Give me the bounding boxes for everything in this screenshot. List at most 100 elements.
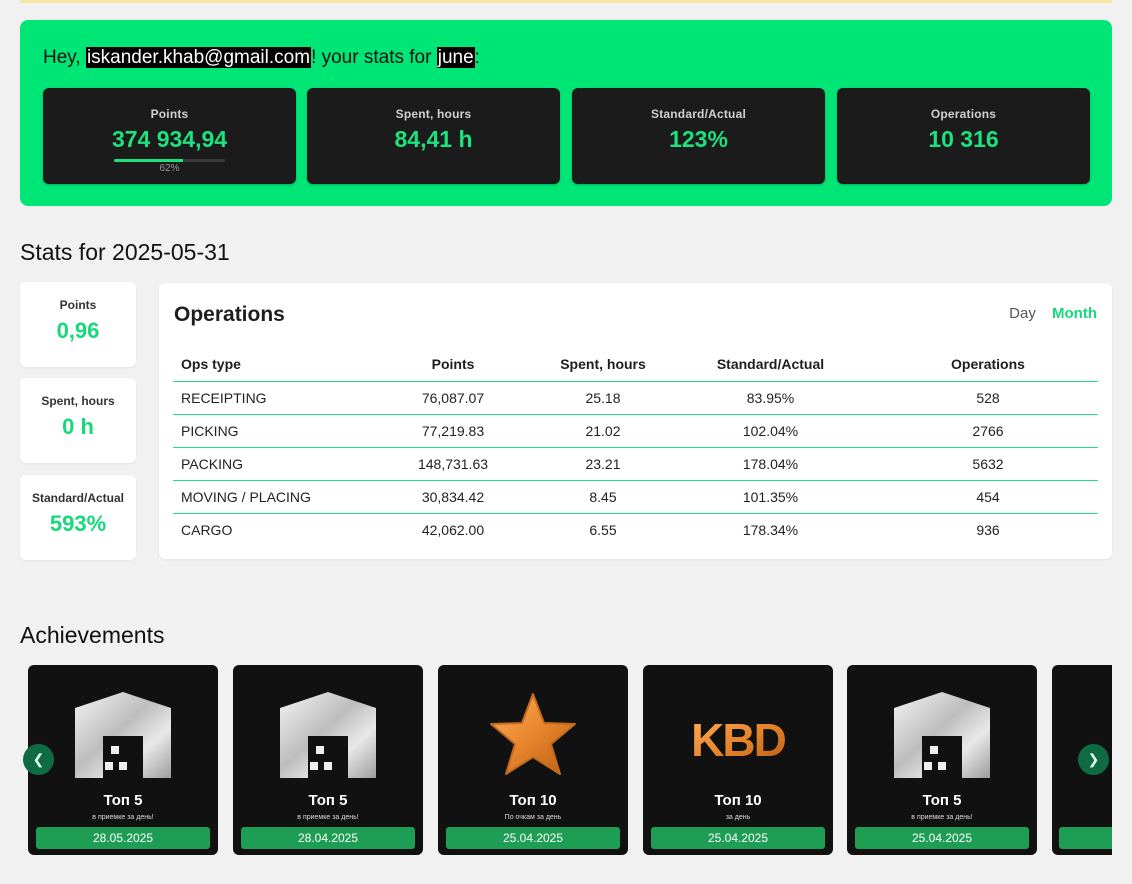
table-cell: 23.21 — [543, 447, 663, 481]
achievement-date: 25.04.2025 — [651, 827, 825, 849]
operations-label: Operations — [930, 107, 997, 121]
table-cell: PICKING — [173, 414, 363, 448]
operations-value: 10 316 — [928, 126, 999, 152]
achievement-subtitle: По очкам за день — [504, 814, 562, 821]
operations-card: Operations 10 316 — [837, 88, 1090, 184]
spent-hours-label: Spent, hours — [395, 107, 472, 121]
chevron-right-icon: ❯ — [1087, 751, 1100, 767]
achievements-carousel: Топ 5 в приемке за день! 28.05.2025 Топ … — [20, 665, 1112, 857]
points-progress-bar — [114, 159, 225, 162]
operations-table: Ops type Points Spent, hours Standard/Ac… — [173, 348, 1098, 546]
daily-spent-hours-value: 0 h — [62, 414, 94, 439]
achievements-title: Achievements — [20, 622, 165, 648]
table-cell: 528 — [878, 381, 1098, 415]
standard-actual-card: Standard/Actual 123% — [572, 88, 825, 184]
achievement-subtitle: за день — [725, 814, 751, 821]
achievement-card[interactable]: Топ 5 в приемке за день! 28.05.2025 — [28, 665, 218, 855]
table-cell: 21.02 — [543, 414, 663, 448]
table-cell: 25.18 — [543, 381, 663, 415]
table-cell: 30,834.42 — [363, 480, 543, 514]
spent-hours-value: 84,41 h — [394, 126, 473, 152]
table-row: PICKING 77,219.83 21.02 102.04% 2766 — [173, 414, 1098, 448]
daily-points-card: Points 0,96 — [20, 282, 136, 367]
standard-actual-label: Standard/Actual — [650, 107, 746, 121]
warehouse-icon — [75, 692, 171, 778]
table-cell: 76,087.07 — [363, 381, 543, 415]
stats-month: june — [436, 47, 475, 68]
achievement-date-partial — [1059, 827, 1112, 849]
daily-points-label: Points — [59, 298, 97, 312]
achievement-name: Топ 10 — [714, 792, 762, 809]
table-cell: 148,731.63 — [363, 447, 543, 481]
table-cell: 101.35% — [663, 480, 878, 514]
operations-title: Operations — [174, 303, 285, 326]
toggle-day[interactable]: Day — [1009, 305, 1036, 322]
achievement-date: 25.04.2025 — [446, 827, 620, 849]
top-border — [20, 0, 1112, 3]
table-cell: CARGO — [181, 521, 233, 538]
column-header: Spent, hours — [543, 348, 663, 382]
table-cell: MOVING / PLACING — [173, 480, 363, 514]
table-cell: 178.04% — [663, 447, 878, 481]
table-cell: 5632 — [878, 447, 1098, 481]
achievement-subtitle: в приемке за день! — [92, 814, 154, 821]
table-cell: 102.04% — [663, 414, 878, 448]
period-toggle: Day Month — [997, 305, 1097, 322]
achievement-subtitle: в приемке за день! — [297, 814, 359, 821]
carousel-prev-button[interactable]: ❮ — [23, 744, 54, 775]
monthly-stats-banner: Hey, iskander.khab@gmail.com! your stats… — [20, 20, 1112, 206]
standard-actual-value: 123% — [669, 126, 728, 152]
table-cell: 454 — [878, 480, 1098, 514]
achievement-name: Топ 5 — [922, 792, 962, 809]
daily-standard-actual-label: Standard/Actual — [31, 491, 124, 505]
column-header: Points — [363, 348, 543, 382]
daily-spent-hours-card: Spent, hours 0 h — [20, 378, 136, 463]
daily-standard-actual-card: Standard/Actual 593% — [20, 475, 136, 560]
warehouse-icon — [280, 692, 376, 778]
table-row: MOVING / PLACING 30,834.42 8.45 101.35% … — [173, 480, 1098, 514]
table-row: PACKING 148,731.63 23.21 178.04% 5632 — [173, 447, 1098, 481]
table-cell: 6.55 — [589, 521, 617, 538]
achievement-card[interactable]: Топ 5 в приемке за день! 25.04.2025 — [847, 665, 1037, 855]
achievement-card[interactable]: KBD Топ 10 за день 25.04.2025 — [643, 665, 833, 855]
column-header: Ops type — [173, 348, 363, 382]
daily-stats-title: Stats for 2025-05-31 — [20, 239, 230, 265]
achievement-date: 25.04.2025 — [855, 827, 1029, 849]
star-icon — [490, 693, 576, 775]
points-progress-label: 62% — [159, 163, 180, 174]
table-row: RECEIPTING 76,087.07 25.18 83.95% 528 — [173, 381, 1098, 415]
achievement-name: Топ 5 — [308, 792, 348, 809]
operations-panel: Operations Day Month Ops type Points Spe… — [159, 283, 1112, 559]
chevron-left-icon: ❮ — [32, 751, 45, 767]
points-card: Points 374 934,94 62% — [43, 88, 296, 184]
greeting-prefix: Hey, — [43, 47, 86, 68]
greeting-middle: ! your stats for — [311, 47, 437, 68]
table-cell: 83.95% — [663, 381, 878, 415]
greeting-suffix: : — [474, 47, 480, 68]
table-cell: 178.34% — [742, 521, 799, 538]
daily-spent-hours-label: Spent, hours — [41, 394, 115, 408]
achievement-card[interactable]: Топ 10 По очкам за день 25.04.2025 — [438, 665, 628, 855]
achievement-date: 28.05.2025 — [36, 827, 210, 849]
achievement-card[interactable]: Топ 5 в приемке за день! 28.04.2025 — [233, 665, 423, 855]
daily-points-value: 0,96 — [56, 318, 100, 343]
table-row: CARGO 42,062.00 6.55 178.34% 936 — [173, 513, 1098, 546]
points-label: Points — [150, 107, 189, 121]
daily-standard-actual-value: 593% — [49, 511, 107, 536]
column-header: Operations — [878, 348, 1098, 382]
points-value: 374 934,94 — [111, 126, 228, 152]
table-cell: PACKING — [173, 447, 363, 481]
carousel-next-button[interactable]: ❯ — [1078, 744, 1109, 775]
toggle-month[interactable]: Month — [1052, 305, 1097, 322]
spent-hours-card: Spent, hours 84,41 h — [307, 88, 560, 184]
achievement-name: Топ 10 — [509, 792, 557, 809]
greeting: Hey, iskander.khab@gmail.com! your stats… — [43, 47, 480, 69]
achievement-name: Топ 5 — [103, 792, 143, 809]
table-cell: 936 — [976, 521, 1000, 538]
svg-text:KBD: KBD — [691, 714, 785, 766]
table-cell: RECEIPTING — [173, 381, 363, 415]
achievement-subtitle: в приемке за день! — [911, 814, 973, 821]
table-cell: 8.45 — [543, 480, 663, 514]
user-email: iskander.khab@gmail.com — [85, 47, 312, 68]
column-header: Standard/Actual — [663, 348, 878, 382]
